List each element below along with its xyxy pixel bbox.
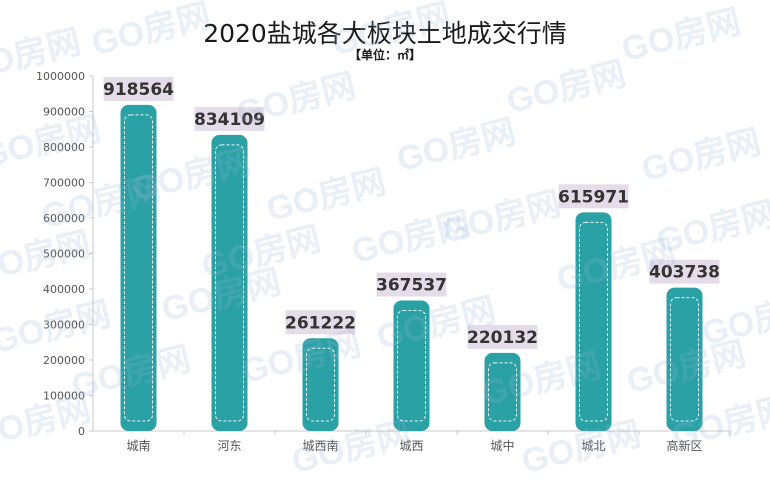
y-tick-label: 600000 <box>43 212 85 225</box>
data-label: 367537 <box>376 276 447 296</box>
y-tick-label: 900000 <box>43 106 85 119</box>
data-label: 403738 <box>649 263 720 283</box>
bar-chart: 0 100000 200000 300000 400000 500000 600000 700… <box>36 70 731 453</box>
bar-inner-outline <box>670 297 699 422</box>
data-label: 261222 <box>285 313 356 333</box>
y-tick-label: 500000 <box>43 248 85 261</box>
y-tick-label: 800000 <box>43 141 85 154</box>
x-tick-label: 城西南 <box>302 438 338 453</box>
x-tick-label: 河东 <box>217 439 241 453</box>
x-tick-label: 城西 <box>399 439 423 453</box>
data-label: 220132 <box>467 328 538 348</box>
data-label-bg <box>285 310 356 335</box>
bar <box>666 287 703 431</box>
x-tick-label: 城北 <box>581 439 605 453</box>
bar <box>120 104 157 431</box>
bar-inner-outline <box>306 347 335 422</box>
y-tick-label: 0 <box>78 425 85 438</box>
y-tick-label: 1000000 <box>36 70 85 83</box>
y-tick-label: 700000 <box>43 177 85 190</box>
y-tick-label: 300000 <box>43 319 85 332</box>
data-label: 834109 <box>194 110 265 130</box>
bar <box>575 212 612 431</box>
data-label-bg <box>376 272 447 297</box>
bar <box>393 300 430 431</box>
data-label: 918564 <box>103 80 174 100</box>
x-tick-label: 高新区 <box>666 438 702 453</box>
chart-subtitle: 【单位：㎡】 <box>348 48 421 62</box>
y-tick-label: 200000 <box>43 354 85 367</box>
x-tick-label: 城中 <box>490 438 514 453</box>
bar-inner-outline <box>579 221 608 422</box>
y-tick-label: 400000 <box>43 283 85 296</box>
data-label-bg <box>649 259 720 284</box>
bar-inner-outline <box>488 362 517 422</box>
data-label: 615971 <box>558 187 629 207</box>
x-tick-label: 城南 <box>126 438 150 453</box>
bar-inner-outline <box>397 310 426 422</box>
bar <box>211 134 248 432</box>
bar <box>484 352 521 431</box>
data-label-bg <box>194 106 265 131</box>
bar-inner-outline <box>124 114 153 422</box>
chart-title: 2020盐城各大板块土地成交行情 <box>203 19 567 48</box>
bar-inner-outline <box>215 144 244 422</box>
y-tick-label: 100000 <box>43 390 85 403</box>
data-label-bg <box>467 324 538 349</box>
data-label-bg <box>103 76 174 101</box>
data-label-bg <box>558 184 629 209</box>
bar <box>302 338 339 431</box>
